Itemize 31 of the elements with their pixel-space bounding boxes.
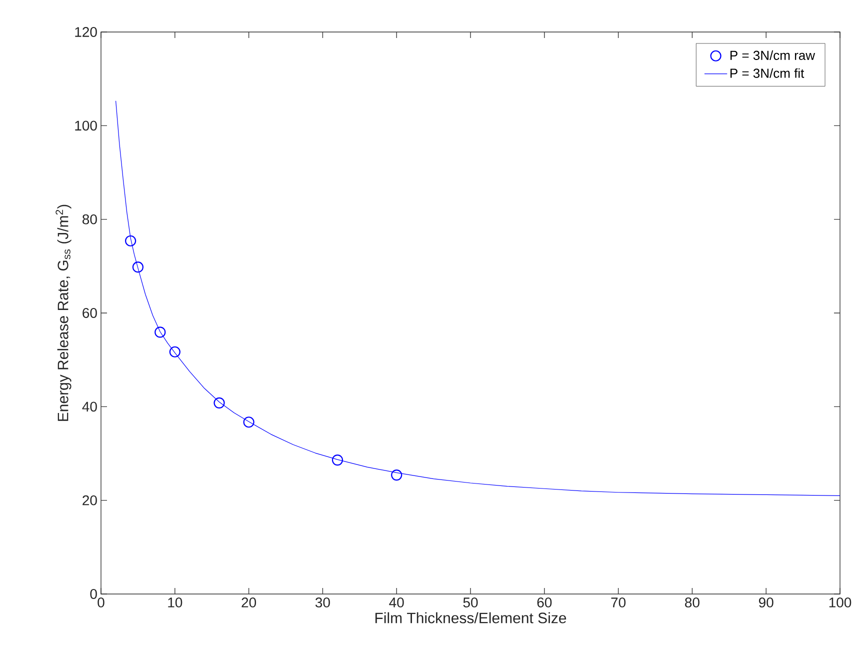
- line-series: [115, 100, 840, 496]
- point: [154, 326, 166, 338]
- point: [169, 346, 180, 358]
- x-tick-label: 70: [611, 598, 626, 608]
- x-tick-label: 100: [829, 598, 852, 608]
- x-tick-label: 30: [315, 598, 330, 608]
- point: [125, 235, 136, 246]
- x-axis-title: Film Thickness/Element Size: [375, 612, 566, 624]
- x-tick-label: 10: [168, 598, 182, 608]
- y-axis-title: Energy Release Rate, G$_{ss}$ (J/m$^{2}$): [56, 204, 72, 421]
- legend-label: P = 3N/cm raw: [730, 50, 816, 60]
- x-tick-label: 80: [685, 598, 700, 608]
- x-tick-label: 20: [242, 598, 256, 608]
- y-tick-label: 0: [90, 589, 97, 599]
- y-tick-label: 20: [82, 495, 97, 506]
- x-tick-label: 50: [463, 598, 478, 608]
- y-tick-label: 60: [82, 308, 97, 318]
- y-tick-label: 100: [75, 120, 97, 131]
- y-tick-label: 80: [82, 214, 97, 224]
- point: [132, 262, 144, 273]
- x-tick-label: 40: [389, 598, 404, 608]
- x-tick-label: 0: [98, 598, 104, 608]
- y-tick-label: 120: [75, 27, 97, 37]
- point: [332, 454, 344, 466]
- legend-label: P = 3N/cm fit: [730, 68, 804, 78]
- point: [214, 397, 225, 408]
- point: [391, 469, 402, 481]
- x-tick-label: 60: [537, 598, 552, 608]
- y-tick-label: 40: [82, 402, 97, 412]
- x-tick-label: 90: [758, 598, 774, 608]
- point: [243, 416, 254, 428]
